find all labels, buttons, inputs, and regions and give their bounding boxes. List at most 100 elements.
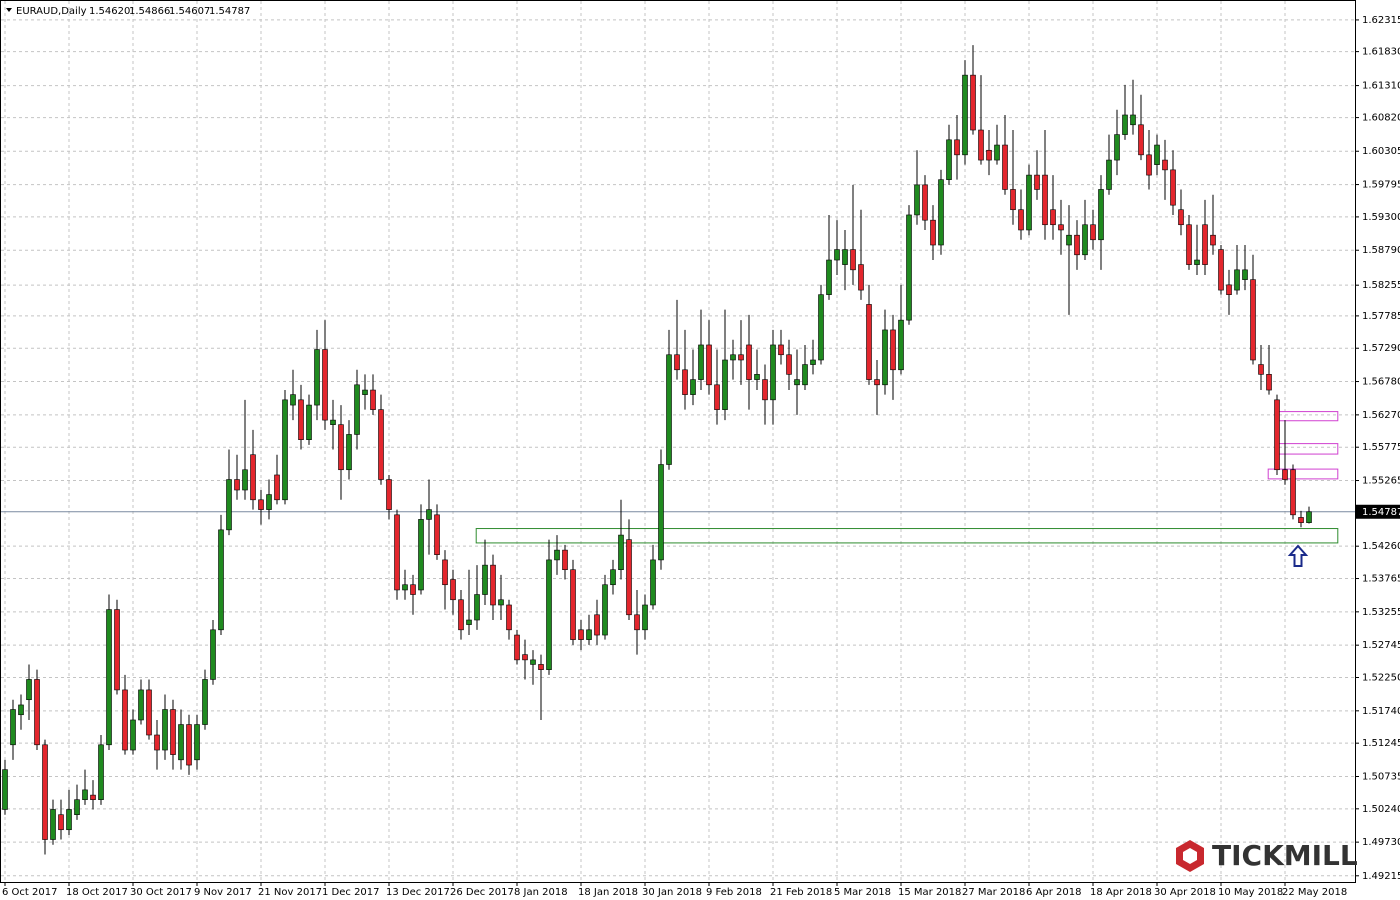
- y-tick-label: 1.60820: [1362, 113, 1400, 124]
- candle-body: [1035, 175, 1040, 189]
- candle-body: [1091, 225, 1096, 240]
- candle-body: [915, 185, 920, 215]
- x-tick-label: 6 Apr 2018: [1026, 887, 1081, 898]
- candle-body: [115, 610, 120, 690]
- y-tick-label: 1.61830: [1362, 47, 1400, 58]
- candle-body: [1123, 115, 1128, 135]
- candle-body: [667, 355, 672, 465]
- x-tick-label: 30 Jan 2018: [642, 887, 702, 898]
- candle-body: [795, 380, 800, 385]
- candle-body: [635, 615, 640, 630]
- candle-body: [987, 150, 992, 160]
- candle-body: [587, 630, 592, 640]
- candle-body: [971, 75, 976, 130]
- candle-body: [739, 355, 744, 360]
- candle-body: [1307, 512, 1312, 523]
- candle-body: [1291, 470, 1296, 515]
- candle-body: [643, 605, 648, 630]
- candle-body: [467, 620, 472, 625]
- candle-body: [571, 570, 576, 640]
- candle-body: [251, 455, 256, 500]
- candle-body: [339, 425, 344, 470]
- candle-body: [979, 130, 984, 160]
- y-tick-label: 1.54260: [1362, 541, 1400, 552]
- candle-body: [1155, 145, 1160, 165]
- x-tick-label: 9 Feb 2018: [706, 887, 762, 898]
- candle-body: [563, 550, 568, 570]
- x-tick-label: 10 May 2018: [1218, 887, 1283, 898]
- candle-body: [627, 540, 632, 615]
- candle-body: [259, 500, 264, 510]
- candle-body: [1251, 280, 1256, 360]
- candle-body: [939, 180, 944, 245]
- candle-body: [411, 585, 416, 595]
- candle-body: [539, 664, 544, 669]
- y-tick-label: 1.59300: [1362, 212, 1400, 223]
- candle-body: [11, 710, 16, 745]
- candle-body: [403, 585, 408, 590]
- candle-body: [1059, 225, 1064, 230]
- candle-body: [931, 220, 936, 245]
- y-tick-label: 1.61310: [1362, 81, 1400, 92]
- y-tick-label: 1.58790: [1362, 245, 1400, 256]
- y-tick-label: 1.60305: [1362, 146, 1400, 157]
- candle-body: [1171, 170, 1176, 205]
- candle-body: [427, 510, 432, 520]
- x-tick-label: 18 Apr 2018: [1090, 887, 1152, 898]
- candle-body: [123, 690, 128, 750]
- candle-body: [131, 720, 136, 750]
- candle-body: [595, 615, 600, 635]
- candle-body: [75, 800, 80, 815]
- candle-body: [483, 565, 488, 594]
- candle-body: [1243, 270, 1248, 280]
- candle-body: [43, 745, 48, 840]
- x-tick-label: 8 Jan 2018: [514, 887, 568, 898]
- candle-body: [283, 400, 288, 500]
- candle-body: [299, 400, 304, 440]
- candle-body: [883, 330, 888, 385]
- candle-body: [675, 355, 680, 370]
- candle-body: [91, 795, 96, 800]
- candle-body: [139, 690, 144, 720]
- candle-body: [1187, 225, 1192, 265]
- candle-body: [963, 75, 968, 155]
- candle-body: [555, 550, 560, 560]
- candle-body: [1283, 470, 1288, 480]
- candle-body: [51, 809, 56, 839]
- candle-body: [219, 530, 224, 630]
- y-tick-label: 1.55775: [1362, 442, 1400, 453]
- y-tick-label: 1.53255: [1362, 607, 1400, 618]
- candle-body: [923, 185, 928, 220]
- candle-body: [451, 580, 456, 600]
- candle-body: [179, 725, 184, 760]
- candle-body: [859, 265, 864, 290]
- candle-body: [507, 605, 512, 630]
- candle-body: [611, 570, 616, 585]
- x-tick-label: 30 Apr 2018: [1154, 887, 1216, 898]
- y-tick-label: 1.59795: [1362, 180, 1400, 191]
- candle-body: [331, 420, 336, 425]
- candle-body: [1275, 400, 1280, 470]
- candle-body: [867, 304, 872, 379]
- y-tick-label: 1.62315: [1362, 15, 1400, 26]
- watermark: TICKMILL: [1212, 839, 1358, 872]
- candle-body: [651, 560, 656, 605]
- candle-body: [787, 355, 792, 375]
- candle-body: [275, 475, 280, 500]
- candle-body: [59, 815, 64, 830]
- header-open: 1.54620: [89, 6, 130, 17]
- y-tick-label: 1.51740: [1362, 706, 1400, 717]
- x-tick-label: 9 Nov 2017: [194, 887, 252, 898]
- candle-body: [19, 705, 24, 715]
- candle-body: [547, 560, 552, 670]
- candle-body: [235, 480, 240, 490]
- y-tick-label: 1.53765: [1362, 574, 1400, 585]
- candle-body: [995, 145, 1000, 160]
- candle-body: [819, 295, 824, 360]
- x-tick-label: 13 Dec 2017: [386, 887, 450, 898]
- candle-body: [843, 250, 848, 265]
- x-tick-label: 21 Nov 2017: [258, 887, 322, 898]
- candle-body: [243, 470, 248, 490]
- candle-body: [691, 380, 696, 395]
